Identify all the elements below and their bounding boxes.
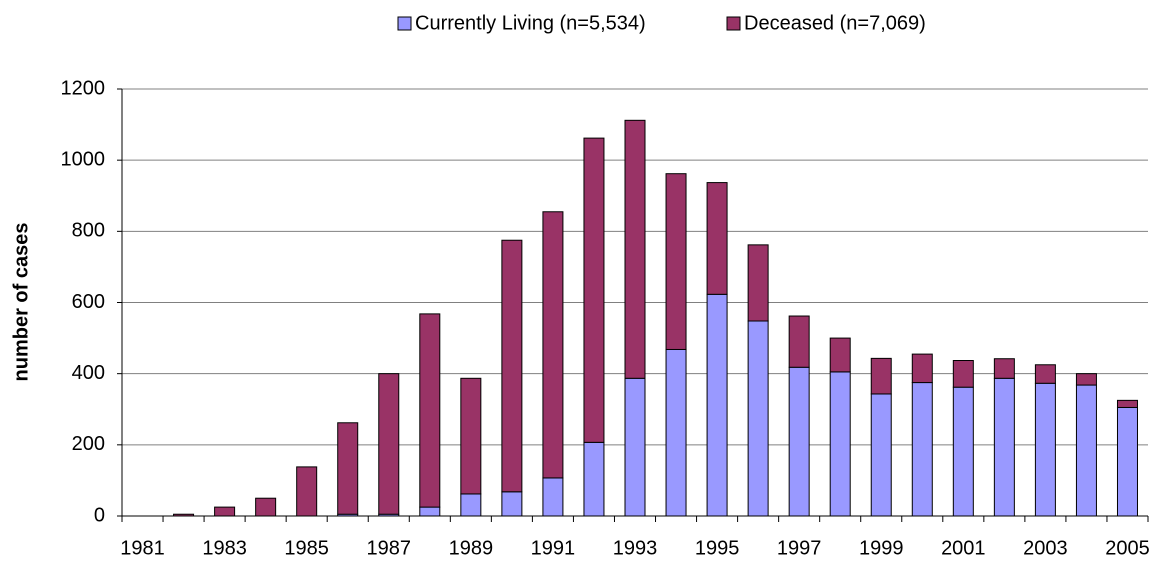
legend-label: Currently Living (n=5,534): [415, 12, 646, 34]
bar-segment: [993, 377, 1015, 517]
bar-segment: [747, 320, 769, 517]
x-tick-label: 1981: [120, 537, 165, 559]
bar-segment: [788, 366, 810, 517]
bar-segment: [788, 315, 810, 368]
bar-segment: [706, 182, 728, 295]
y-axis-title: number of cases: [10, 223, 32, 382]
bar-segment: [378, 373, 400, 515]
bar-segment: [255, 497, 277, 517]
bar-segment: [460, 377, 482, 495]
x-tick-label: 1989: [449, 537, 494, 559]
x-tick-label: 1999: [859, 537, 904, 559]
bar-segment: [419, 313, 441, 508]
bar-segment: [501, 239, 523, 493]
bar-segment: [829, 371, 851, 517]
bar-segment: [911, 382, 933, 517]
bar-segment: [706, 293, 728, 517]
y-tick-label: 1200: [61, 77, 106, 99]
x-tick-label: 1983: [202, 537, 247, 559]
legend-label: Deceased (n=7,069): [744, 12, 926, 34]
bar-segment: [665, 173, 687, 350]
bar-segment: [337, 422, 359, 515]
bar-segment: [952, 386, 974, 517]
bar-segment: [296, 466, 318, 517]
bar-segment: [542, 477, 564, 517]
legend-swatch: [397, 16, 412, 31]
bar-segment: [870, 393, 892, 517]
y-tick-label: 800: [72, 220, 105, 242]
bar-segment: [1075, 373, 1097, 386]
bar-segment: [870, 357, 892, 395]
bar-segment: [829, 337, 851, 373]
bar-segment: [624, 377, 646, 517]
legend-swatch: [726, 16, 741, 31]
bar-segment: [1116, 406, 1138, 517]
bar-segment: [542, 211, 564, 479]
bar-segment: [1075, 384, 1097, 517]
bar-segment: [501, 491, 523, 517]
x-tick-label: 1995: [695, 537, 740, 559]
y-tick-label: 1000: [61, 148, 106, 170]
bar-segment: [214, 506, 236, 517]
bar-segment: [747, 244, 769, 322]
bar-segment: [1034, 382, 1056, 517]
bar-segment: [952, 360, 974, 388]
x-tick-label: 1991: [531, 537, 576, 559]
x-tick-label: 2001: [941, 537, 986, 559]
y-tick-label: 400: [72, 362, 105, 384]
x-tick-label: 2003: [1023, 537, 1068, 559]
bar-segment: [460, 493, 482, 517]
bar-segment: [1116, 399, 1138, 408]
bar-segment: [1034, 364, 1056, 384]
bar-segment: [993, 358, 1015, 379]
x-tick-label: 1985: [284, 537, 329, 559]
bar-segment: [583, 441, 605, 517]
y-tick-label: 200: [72, 433, 105, 455]
x-tick-label: 2005: [1105, 537, 1150, 559]
x-tick-label: 1993: [613, 537, 658, 559]
bar-segment: [665, 348, 687, 517]
y-tick-label: 600: [72, 291, 105, 313]
bar-segment: [624, 119, 646, 379]
x-tick-label: 1997: [777, 537, 822, 559]
bar-segment: [911, 353, 933, 384]
y-tick-label: 0: [94, 504, 105, 526]
bar-segment: [419, 506, 441, 517]
x-tick-label: 1987: [367, 537, 412, 559]
bar-segment: [583, 137, 605, 443]
